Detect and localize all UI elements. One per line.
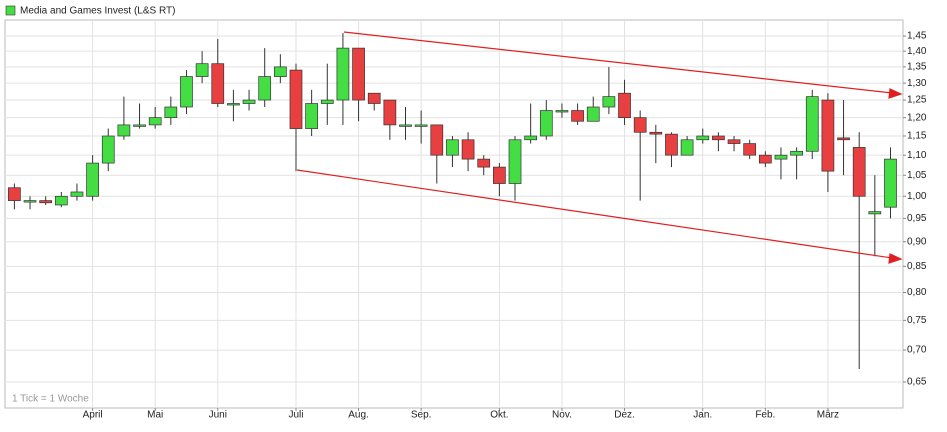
y-tick-label: 1,40 (907, 46, 927, 57)
y-tick-label: 0,95 (907, 213, 927, 224)
candle-body (665, 133, 678, 156)
candle-body (39, 200, 53, 204)
y-tick-label: 1,10 (907, 150, 927, 161)
y-tick-label: 0,90 (907, 236, 927, 247)
candle-body (305, 103, 318, 129)
x-tick-label: April (83, 410, 103, 421)
candle-body (273, 66, 287, 77)
y-tick-label: 0,85 (907, 261, 927, 272)
y-tick-label: 1,25 (907, 95, 927, 106)
x-tick-label: Jan. (693, 410, 712, 421)
x-tick-label: Aug. (348, 410, 369, 421)
footnote: 1 Tick = 1 Woche (12, 394, 89, 405)
y-tick-label: 0,65 (907, 377, 927, 388)
x-tick-label: Feb. (755, 410, 775, 421)
candle-body (399, 124, 412, 127)
candles: 0,65 0,70 0,75 0,80 0,85 0,90 0,95 1,00 1,05 1,10… (5, 20, 927, 421)
candle-body (837, 137, 850, 141)
candle-body (649, 131, 663, 135)
candle-body (180, 76, 193, 108)
y-tick-label: 1,35 (907, 62, 927, 73)
y-tick-label: 1,15 (907, 131, 927, 142)
x-tick-label: Juli (288, 410, 303, 421)
x-tick-label: Sep. (411, 410, 432, 421)
y-tick-label: 1,00 (907, 191, 927, 202)
y-tick-label: 1,20 (907, 112, 927, 123)
candle-body (54, 195, 68, 206)
candle-body (23, 200, 37, 203)
x-tick-label: Juni (209, 410, 227, 421)
candle-body (289, 69, 303, 129)
candle-body (727, 139, 741, 144)
candle-body (117, 124, 131, 137)
candle-body (258, 76, 272, 101)
x-tick-label: Nov. (552, 410, 572, 421)
candle-body (539, 110, 553, 137)
candle-body (508, 139, 522, 184)
legend-label: Media and Games Invest (L&S RT) (20, 6, 175, 17)
y-tick-label: 0,80 (907, 287, 927, 298)
legend-swatch (5, 5, 16, 16)
trend-line (296, 169, 893, 259)
y-tick-label: 1,30 (907, 78, 927, 89)
candle-body (602, 96, 616, 108)
candle-body (805, 96, 819, 152)
candle-body (195, 63, 209, 77)
candle-body (383, 99, 397, 126)
candle-body (367, 92, 381, 104)
candle-body (101, 135, 115, 164)
x-tick-label: Okt. (490, 410, 508, 421)
candle-body (696, 135, 710, 141)
trend-line (343, 31, 893, 94)
candle-body (164, 106, 178, 119)
candle-body (790, 150, 803, 156)
candle-body (884, 158, 897, 208)
candle-body (633, 117, 647, 133)
candle-body (430, 124, 444, 156)
candle-body (524, 135, 538, 141)
candle-body (8, 187, 21, 201)
candle-body (680, 139, 694, 156)
candle-body (618, 92, 631, 119)
y-tick-label: 0,70 (907, 345, 927, 356)
candle-body (211, 63, 225, 104)
candle-body (477, 158, 491, 168)
candle-body (571, 110, 584, 122)
candle-body (821, 99, 835, 172)
candle-body (320, 99, 334, 104)
x-tick-label: Mai (147, 410, 163, 421)
plot-area (4, 19, 904, 409)
candle-body (86, 162, 99, 197)
candle-body (743, 143, 757, 156)
y-tick-label: 0,75 (907, 315, 927, 326)
candle-body (758, 154, 772, 164)
candle-body (586, 106, 600, 122)
candle-body (70, 191, 84, 197)
candle-body (493, 166, 506, 184)
candle-body (868, 211, 882, 215)
candle-body (227, 103, 240, 106)
x-tick-label: März (817, 410, 839, 421)
candle-body (461, 139, 475, 160)
candle-body (712, 135, 725, 141)
candle-body (133, 124, 146, 127)
arrow-head (888, 88, 903, 99)
trend-channel (296, 31, 903, 264)
y-tick-label: 1,05 (907, 170, 927, 181)
y-tick-label: 1,45 (907, 31, 927, 42)
candle-body (336, 47, 350, 101)
candle-body (242, 99, 256, 104)
candle-body (148, 117, 162, 126)
arrow-head (888, 253, 903, 264)
candle-body (555, 110, 569, 113)
candle-body (852, 147, 866, 197)
candle-body (414, 124, 428, 127)
candle-body (774, 154, 788, 160)
candle-body (352, 47, 365, 101)
candle-body (446, 139, 459, 156)
x-tick-label: Dez. (614, 410, 635, 421)
